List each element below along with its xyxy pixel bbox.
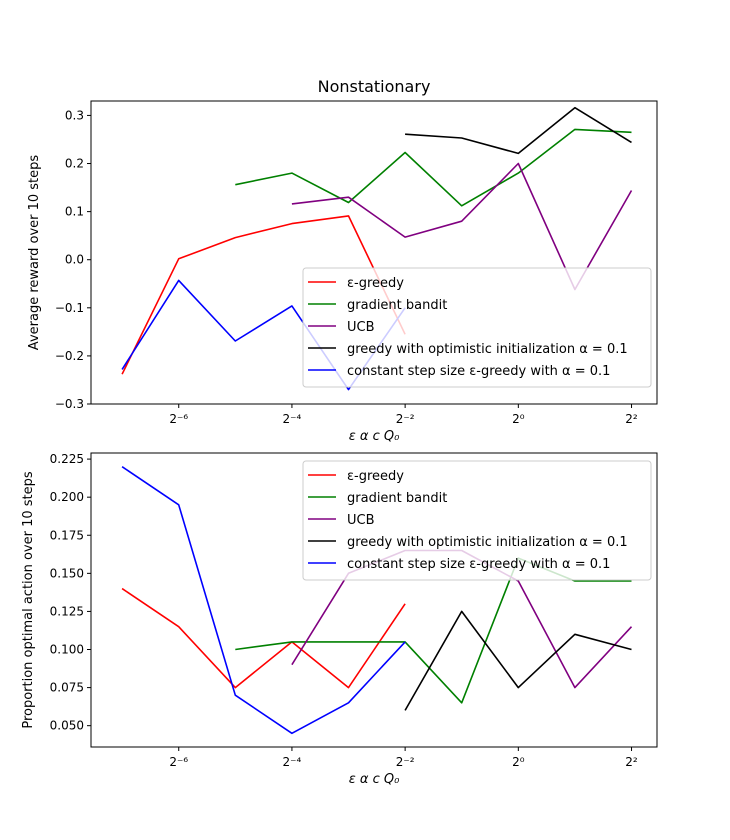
y-tick-label: 0.0 [65,253,84,267]
x-axis-title: ε α c Q₀ [349,429,400,444]
legend-label: UCB [347,513,375,528]
series-line-5 [121,466,406,735]
plot-frame [90,100,658,405]
y-tick-label: 0.200 [50,490,84,504]
chart-title: Nonstationary [318,77,431,96]
chart-1: Nonstationary 2⁻⁶ 2⁻⁴ 2⁻² 2⁰ 2² −0.3 −0.2 −0.1 0.… [27,77,658,444]
x-tick-label: 2⁻⁴ [283,755,302,769]
x-tick-label: 2⁻⁴ [283,412,302,426]
legend-label: constant step size ε-greedy with α = 0.1 [347,364,610,379]
legend-box [302,267,652,388]
y-tick-label: 0.050 [50,719,84,733]
legend-label: greedy with optimistic initialization α … [347,535,628,550]
legend: ε-greedy gradient bandit UCB greedy with op… [302,267,652,388]
y-tick-label: 0.2 [65,157,84,171]
series-line-4 [405,106,632,155]
y-axis-title: Average reward over 10 steps [27,155,42,351]
y-tick-label: 0.125 [50,604,84,618]
y-axis-title: Proportion optimal action over 10 steps [21,471,36,729]
y-tick-label: 0.225 [50,452,84,466]
x-tick-label: 2⁻² [396,412,415,426]
y-tick-label: −0.1 [55,301,84,315]
x-tick-label: 2² [625,412,638,426]
plot-frame [90,452,658,748]
y-tick-label: −0.2 [55,349,84,363]
y-tick-label: 0.175 [50,528,84,542]
y-tick-label: 0.100 [50,643,84,657]
legend-label: UCB [347,320,375,335]
series-line-1 [121,215,406,375]
x-tick-label: 2⁰ [512,755,525,769]
series-line-4 [404,610,632,711]
legend-label: gradient bandit [347,298,447,313]
legend-label: ε-greedy [347,276,404,291]
legend: ε-greedy gradient bandit UCB greedy with op… [302,460,652,581]
y-tick-label: 0.150 [50,566,84,580]
x-axis-title: ε α c Q₀ [349,772,400,787]
legend-box [302,460,652,581]
y-tick-label: −0.3 [55,397,84,411]
y-tick-label: 0.3 [65,108,84,122]
x-tick-label: 2⁻² [396,755,415,769]
y-tick-label: 0.075 [50,681,84,695]
legend-label: ε-greedy [347,469,404,484]
x-tick-label: 2⁻⁶ [169,755,188,769]
x-tick-label: 2⁻⁶ [169,412,188,426]
series-line-2 [235,128,632,207]
legend-label: constant step size ε-greedy with α = 0.1 [347,557,610,572]
chart-2: 2⁻⁶ 2⁻⁴ 2⁻² 2⁰ 2² 0.050 0.075 0.100 0.125 0.150 0.… [21,452,658,787]
series-line-1 [121,587,406,689]
legend-label: greedy with optimistic initialization α … [347,342,628,357]
x-tick-label: 2² [625,755,638,769]
y-tick-label: 0.1 [65,205,84,219]
x-tick-label: 2⁰ [512,412,525,426]
legend-label: gradient bandit [347,491,447,506]
